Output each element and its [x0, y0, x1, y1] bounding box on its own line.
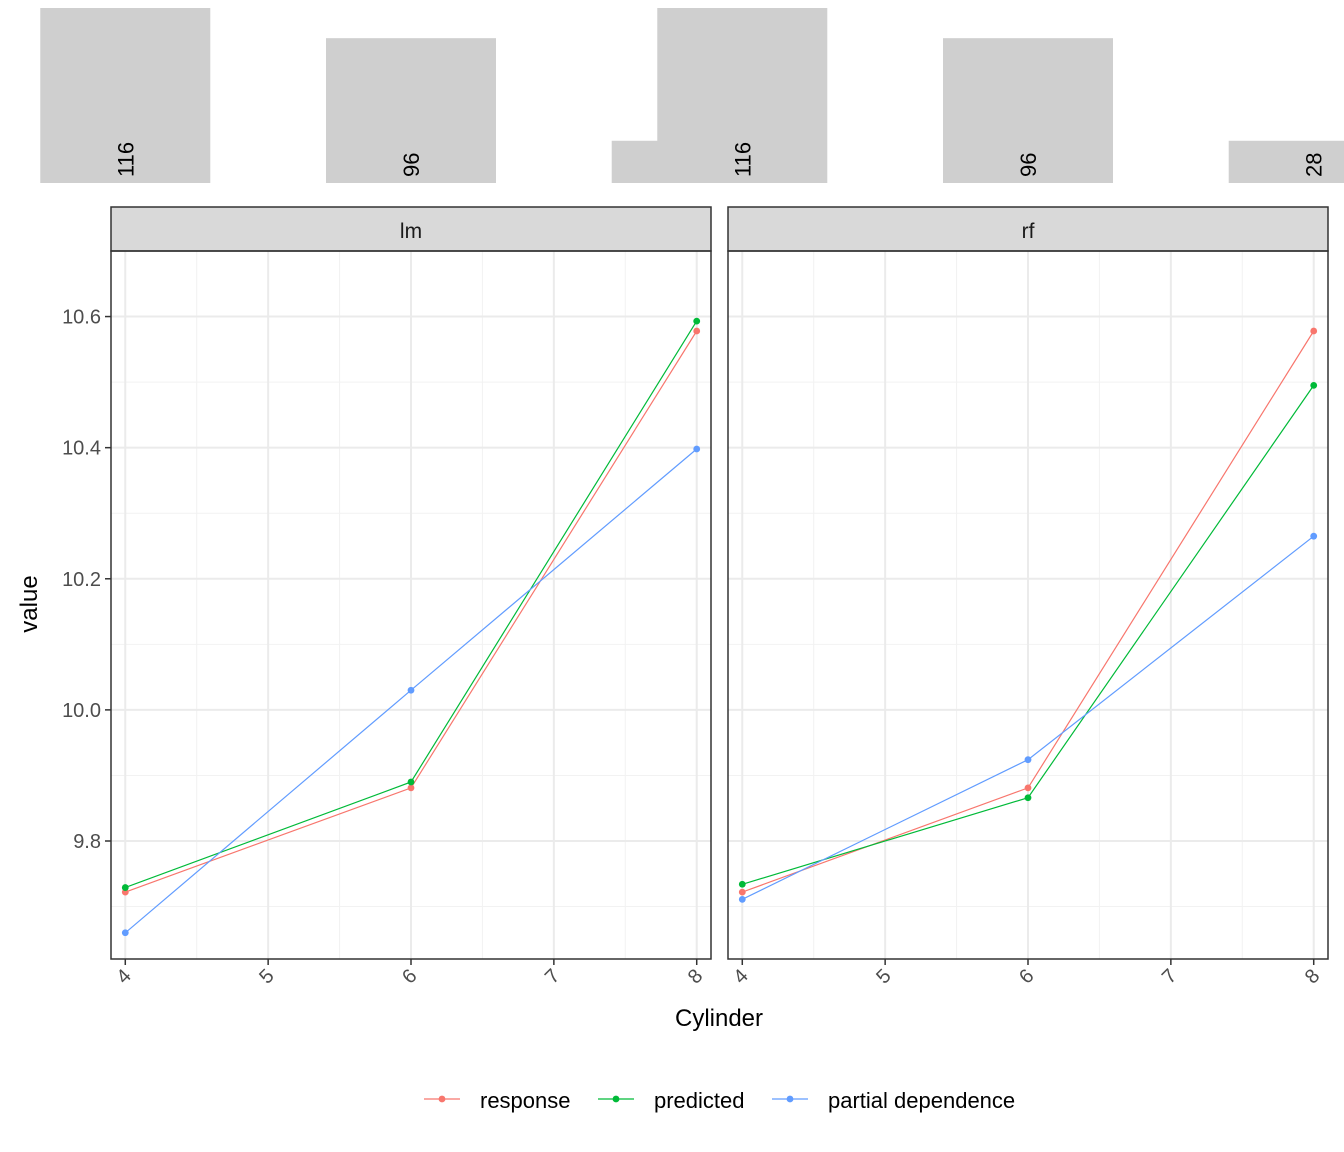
histogram-count-label: 96 — [1016, 153, 1041, 177]
data-point-predicted — [1310, 381, 1318, 389]
data-point-response — [407, 784, 415, 792]
data-point-partial-dependence — [693, 445, 701, 453]
histogram-count-label: 96 — [399, 153, 424, 177]
x-tick-label: 8 — [1301, 965, 1324, 988]
panel-rf: rf 4 5 6 7 8 — [727, 206, 1329, 988]
y-tick-label: 10.2 — [62, 569, 101, 591]
data-point-response — [693, 327, 701, 335]
data-point-predicted — [738, 880, 746, 888]
x-tick-label: 4 — [729, 965, 752, 988]
legend-key-point — [612, 1095, 620, 1103]
data-point-predicted — [1024, 794, 1032, 802]
panel-layer: lm 4 5 6 7 8 rf 4 5 6 7 8 — [110, 206, 1329, 988]
x-tick-label: 7 — [541, 965, 564, 988]
x-tick-label: 7 — [1158, 965, 1181, 988]
data-point-predicted — [693, 317, 701, 325]
y-tick-label: 10.0 — [62, 700, 101, 722]
y-axis-title: value — [16, 575, 43, 632]
y-axis: 9.8 10.0 10.2 10.4 10.6 — [62, 307, 111, 853]
histogram-count-label: 116 — [113, 142, 138, 177]
x-tick-label: 5 — [255, 965, 278, 988]
histogram-bar — [657, 8, 828, 183]
x-tick-label: 6 — [398, 965, 421, 988]
histogram-layer: 11696281169628 — [40, 8, 1344, 184]
x-tick-label: 5 — [872, 965, 895, 988]
data-point-partial-dependence — [1024, 756, 1032, 764]
panel-lm: lm 4 5 6 7 8 — [110, 206, 712, 988]
histogram-bar — [40, 8, 211, 183]
y-tick-label: 10.4 — [62, 438, 101, 460]
facet-strip-label: lm — [400, 220, 422, 243]
y-tick-label: 10.6 — [62, 307, 101, 329]
histogram-bar — [326, 38, 496, 184]
facet-strip — [110, 206, 712, 252]
data-point-partial-dependence — [738, 895, 746, 903]
x-tick-label: 8 — [684, 965, 707, 988]
histogram-count-label: 28 — [1302, 153, 1327, 177]
data-point-response — [1310, 327, 1318, 335]
data-point-partial-dependence — [121, 929, 129, 937]
data-point-partial-dependence — [407, 686, 415, 694]
x-tick-label: 6 — [1015, 965, 1038, 988]
legend-label: predicted — [654, 1088, 745, 1113]
legend: response predicted partial dependence — [424, 1088, 1015, 1113]
y-tick-label: 9.8 — [73, 831, 101, 853]
data-point-partial-dependence — [1310, 532, 1318, 540]
x-axis-title: Cylinder — [675, 1005, 763, 1032]
legend-key-point — [786, 1095, 794, 1103]
histogram-bar — [1228, 140, 1344, 183]
legend-key-point — [438, 1095, 446, 1103]
x-tick-label: 4 — [112, 965, 135, 988]
histogram-count-label: 116 — [730, 142, 755, 177]
facet-strip-label: rf — [1022, 220, 1035, 243]
legend-label: response — [480, 1088, 571, 1113]
data-point-predicted — [121, 884, 129, 891]
data-point-response — [1024, 784, 1032, 792]
legend-label: partial dependence — [828, 1088, 1015, 1113]
data-point-predicted — [407, 778, 415, 786]
data-point-response — [738, 888, 746, 896]
facet-strip — [727, 206, 1329, 252]
histogram-bar — [943, 38, 1113, 184]
